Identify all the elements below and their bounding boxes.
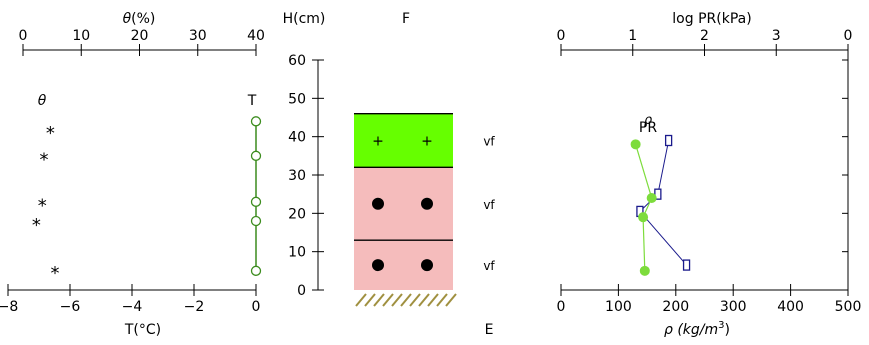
ground-hatch-line — [373, 293, 385, 307]
ground-hatch-line — [418, 293, 430, 307]
height-axis-tick-label: 10 — [288, 245, 306, 261]
height-axis-tick-label: 30 — [288, 168, 306, 184]
log-pr-axis: 0 1 2 3 0 — [557, 28, 853, 56]
temperature-point — [250, 196, 262, 207]
height-axis-tick-label: 20 — [288, 206, 306, 222]
grain-symbol — [421, 197, 433, 210]
grain-symbol: + — [372, 134, 384, 150]
rho-legend-label: ρ — [644, 113, 653, 128]
snow-layer — [354, 113, 453, 168]
density-axis-tick-label: 0 — [557, 299, 566, 315]
right-series-marks — [630, 59, 848, 291]
surface-label: F — [402, 11, 410, 27]
theta-point: * — [51, 263, 60, 284]
temperature-axis-tick-label: −8 — [0, 299, 18, 315]
pr-line — [639, 140, 687, 266]
grain-symbol — [372, 197, 384, 210]
theta-axis-tick-label: 40 — [247, 28, 265, 44]
theta-legend-label: θ — [38, 93, 47, 109]
density-axis-title: ρ (kg/m3) — [664, 320, 730, 338]
log-pr-axis-tick-label: 3 — [772, 28, 781, 44]
height-axis-title: H(cm) — [283, 11, 326, 27]
temperature-point — [250, 215, 262, 227]
height-axis-tick-label: 60 — [288, 53, 306, 69]
theta-axis-tick-label: 0 — [19, 28, 28, 44]
density-axis-tick-label: 100 — [605, 299, 632, 315]
ground-hatch-line — [400, 293, 412, 307]
hardness-label: vf — [483, 259, 495, 273]
snow-profile-panel: H(cm) F E 0 10 20 30 40 50 60 vf vf + + vf — [283, 11, 496, 338]
pr-legend-label: PR — [639, 120, 657, 136]
ground-hatch — [355, 293, 457, 307]
temperature-axis-tick-label: −4 — [122, 299, 143, 315]
hardness-label: vf — [483, 135, 495, 149]
ground-hatch-line — [382, 293, 394, 307]
temp-moisture-panel: θ(%) 0 10 20 30 40 −8 −6 −4 −2 0 T(°C) θ T ***** — [0, 11, 265, 338]
ground-hatch-line — [445, 293, 457, 307]
pr-point — [664, 134, 673, 147]
theta-point: * — [38, 196, 47, 217]
density-point — [646, 193, 657, 203]
pr-point — [682, 259, 691, 271]
density-line — [635, 144, 653, 271]
theta-axis-title: θ(%) — [123, 11, 156, 27]
height-axis-tick-label: 50 — [288, 91, 306, 107]
temperature-point — [250, 116, 262, 127]
height-axis-tick-label: 40 — [288, 130, 306, 146]
density-point — [630, 139, 641, 150]
ground-hatch-line — [355, 293, 367, 307]
log-pr-axis-tick-label: 0 — [844, 28, 853, 44]
log-pr-axis-tick-label: 2 — [700, 28, 709, 44]
density-axis-tick-label: 500 — [835, 299, 862, 315]
ground-hatch-line — [409, 293, 421, 307]
height-axis: 0 10 20 30 40 50 60 — [288, 53, 324, 299]
snow-layers: vf vf + + vf — [354, 113, 495, 290]
temperature-axis-title: T(°C) — [124, 322, 161, 338]
theta-axis-tick-label: 20 — [131, 28, 149, 44]
grain-symbol — [421, 259, 433, 272]
ground-hatch-line — [391, 293, 403, 307]
hardness-label: vf — [483, 198, 495, 212]
theta-point: * — [32, 215, 41, 236]
theta-axis-tick-label: 10 — [72, 28, 90, 44]
density-axis-tick-label: 400 — [777, 299, 804, 315]
log-pr-axis-tick-label: 1 — [628, 28, 637, 44]
density-axis: 0 100 200 300 400 500 — [557, 284, 862, 315]
snow-layer — [354, 240, 453, 290]
temperature-axis-tick-label: −2 — [184, 299, 205, 315]
left-series-marks: ***** — [32, 116, 262, 284]
temperature-axis: −8 −6 −4 −2 0 — [0, 284, 260, 315]
log-pr-axis-tick-label: 0 — [557, 28, 566, 44]
theta-point: * — [46, 123, 55, 144]
temperature-legend-label: T — [247, 93, 257, 109]
theta-point: * — [39, 150, 48, 171]
grain-symbol: + — [421, 134, 433, 150]
ground-hatch-line — [427, 293, 439, 307]
temperature-point — [250, 150, 262, 161]
density-axis-tick-label: 200 — [662, 299, 689, 315]
temperature-axis-tick-label: −6 — [60, 299, 81, 315]
height-axis-tick-label: 0 — [297, 283, 306, 299]
temperature-axis-tick-label: 0 — [252, 299, 261, 315]
density-point — [639, 265, 650, 276]
temperature-point — [250, 265, 262, 276]
density-point — [638, 212, 649, 223]
ground-hatch-line — [436, 293, 448, 307]
grain-symbol — [372, 259, 384, 272]
pr-axis-title: log PR(kPa) — [672, 11, 751, 27]
theta-axis-tick-label: 30 — [189, 28, 207, 44]
density-axis-tick-label: 300 — [720, 299, 747, 315]
ground-hatch-line — [364, 293, 376, 307]
ground-label: E — [485, 322, 494, 338]
density-pr-panel: log PR(kPa) 0 1 2 3 0 0 100 200 300 400 500 ρ (kg… — [557, 11, 862, 338]
theta-axis: 0 10 20 30 40 — [19, 28, 265, 56]
snow-layer — [354, 167, 453, 241]
